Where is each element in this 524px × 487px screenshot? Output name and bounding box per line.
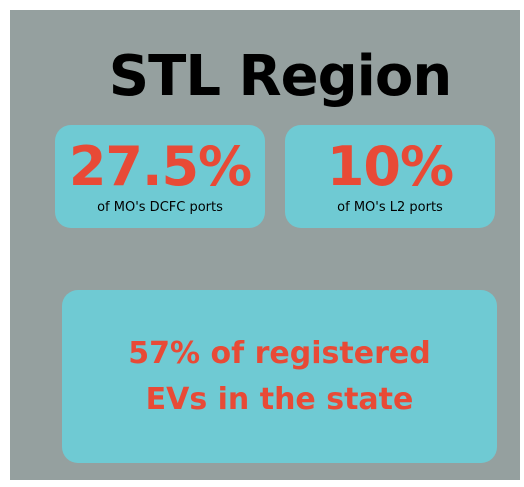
stat-value: 27.5%: [68, 135, 252, 198]
highlight-line: 57% of registered: [128, 335, 431, 371]
panel: STL Region 27.5% of MO's DCFC ports 10% …: [10, 10, 520, 480]
stat-caption: of MO's L2 ports: [337, 200, 443, 215]
stat-card: 10% of MO's L2 ports: [285, 125, 495, 228]
title: STL Region: [108, 44, 452, 109]
stat-card: 27.5% of MO's DCFC ports: [55, 125, 265, 228]
highlight-card: 57% of registered EVs in the state: [62, 290, 497, 463]
stat-caption: of MO's DCFC ports: [97, 200, 223, 215]
highlight-line: EVs in the state: [145, 381, 414, 417]
stat-value: 10%: [326, 135, 454, 198]
